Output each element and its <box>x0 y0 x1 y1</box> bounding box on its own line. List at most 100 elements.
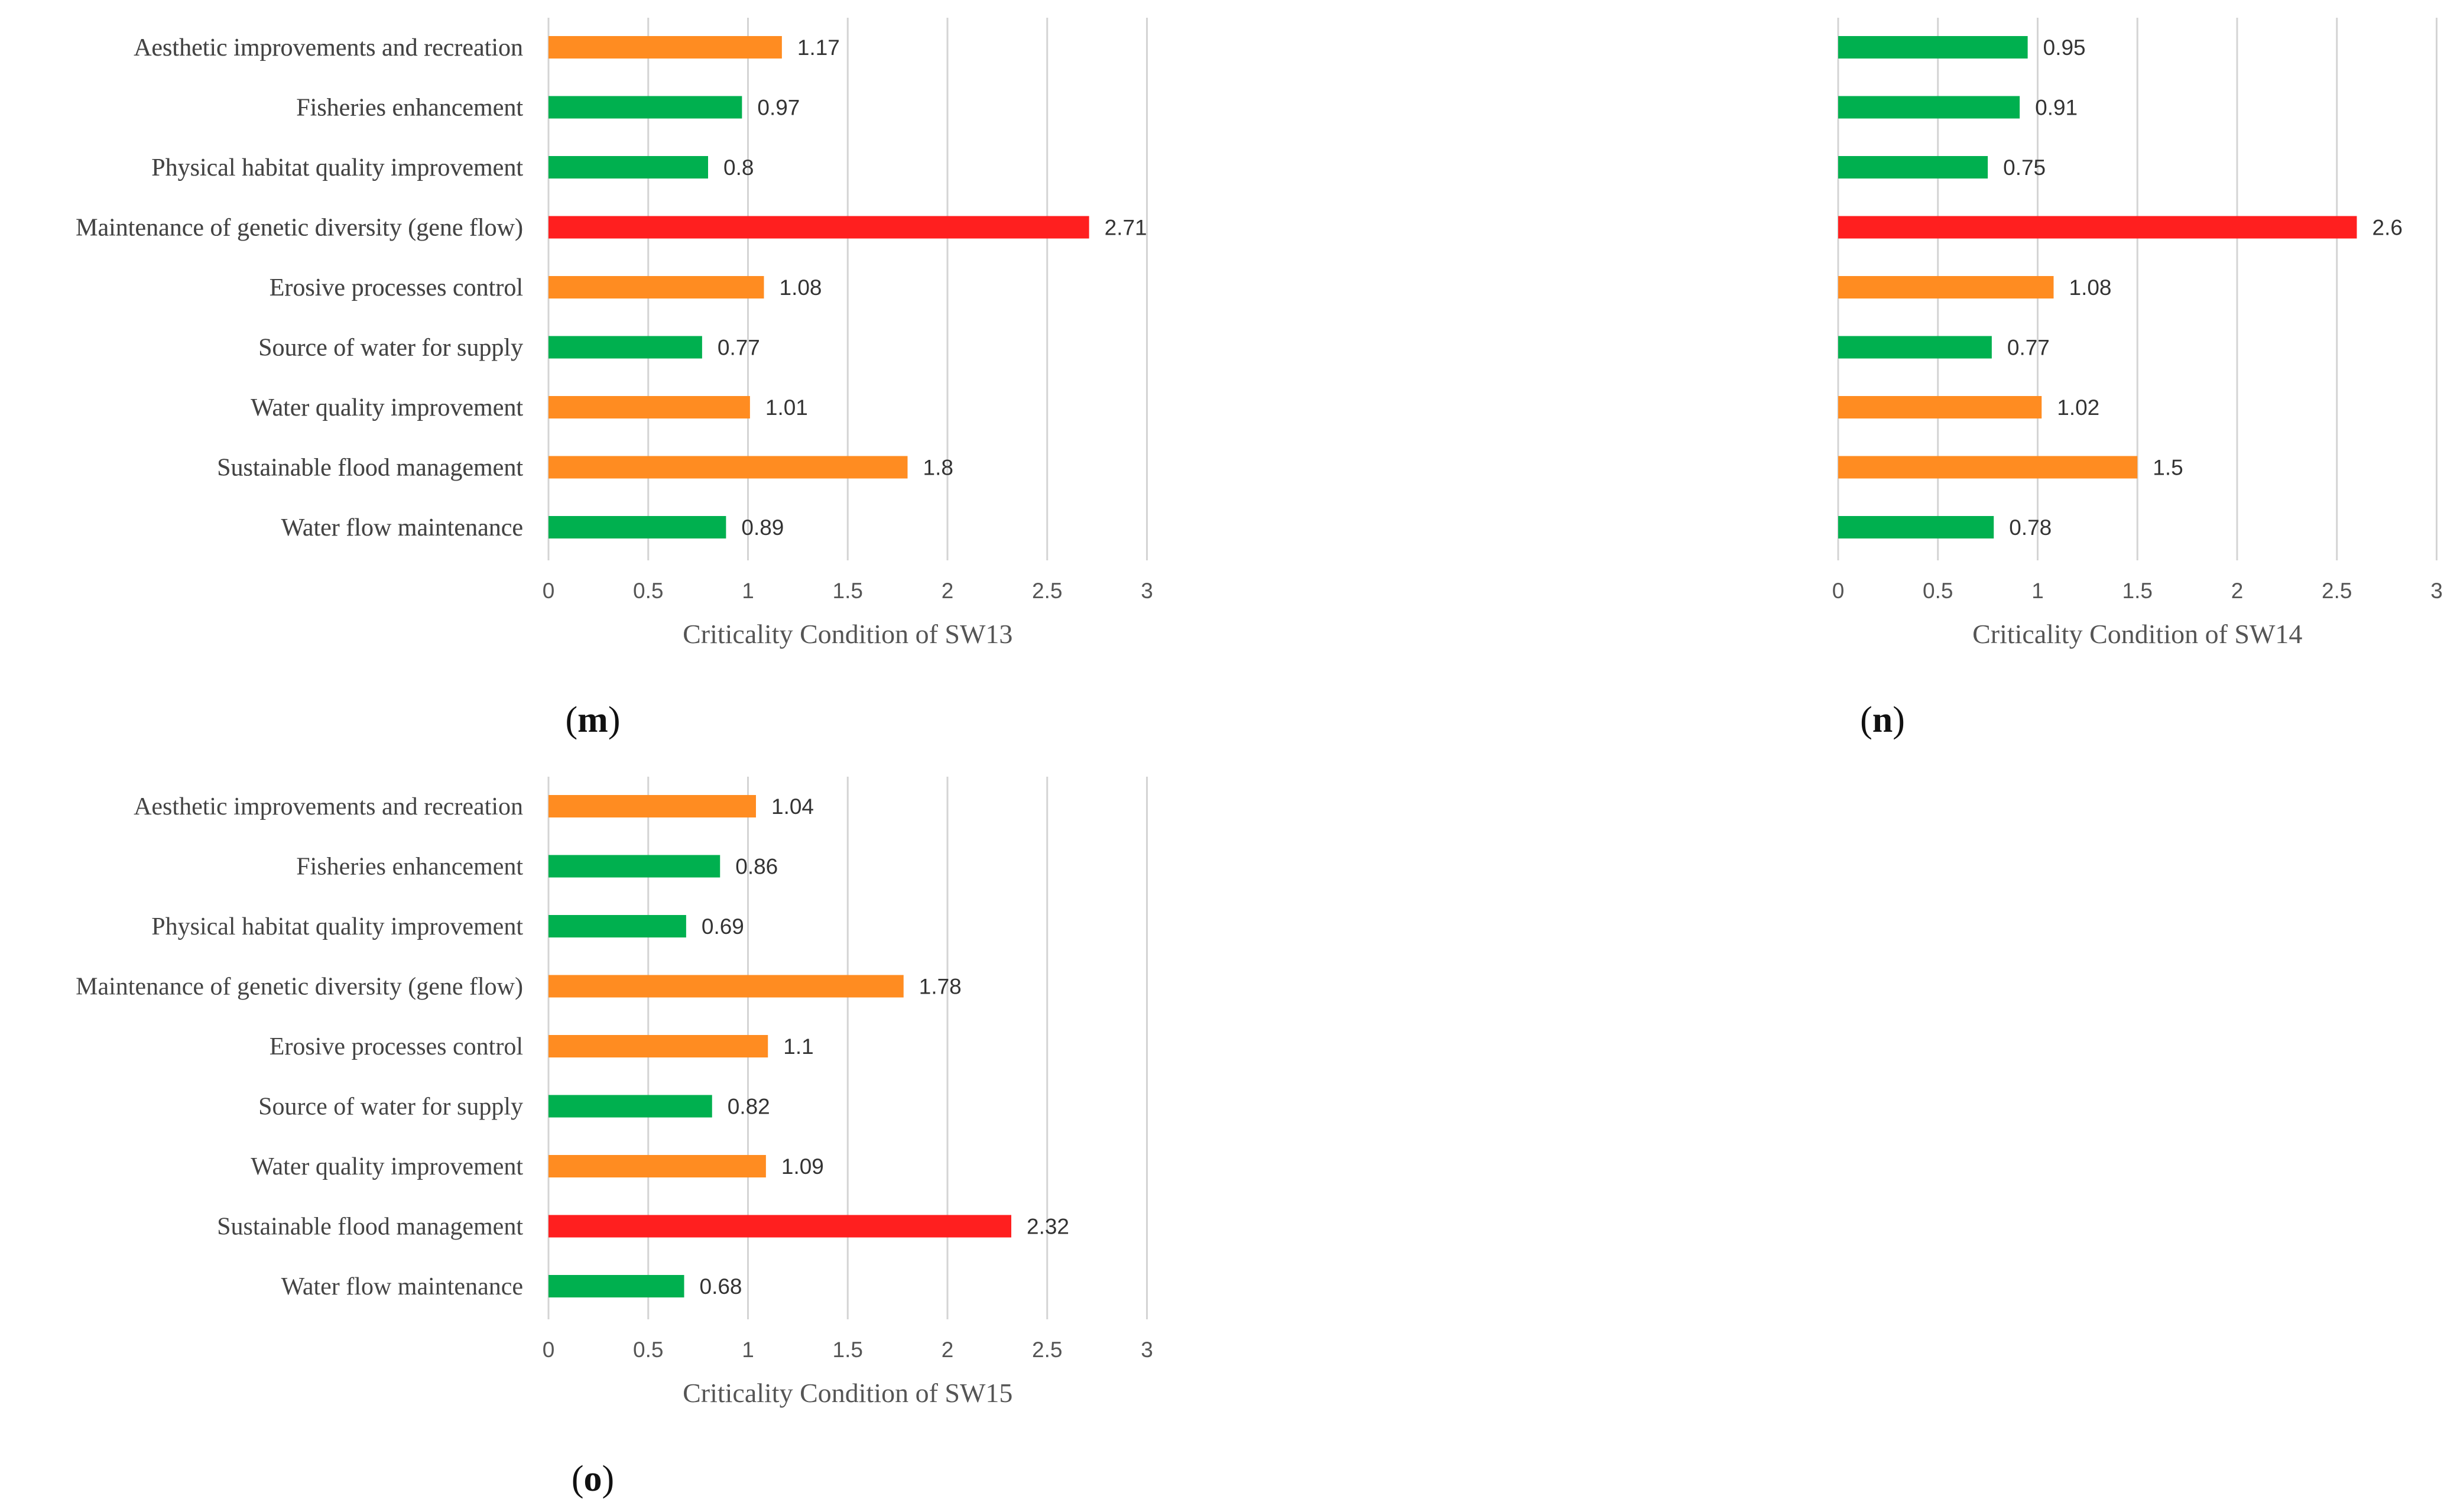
x-tick-label: 1 <box>2031 579 2044 603</box>
bar <box>1838 216 2357 239</box>
data-label: 0.69 <box>702 914 744 939</box>
bar <box>1838 456 2138 479</box>
category-label: Water flow maintenance <box>281 514 523 541</box>
panel-letter: m <box>577 700 608 740</box>
x-tick-label: 2 <box>2231 579 2244 603</box>
category-label: Fisheries enhancement <box>296 95 523 122</box>
bar <box>1838 96 2020 119</box>
bar <box>548 216 1089 239</box>
data-label: 1.09 <box>781 1154 824 1179</box>
category-label: Maintenance of genetic diversity (gene f… <box>76 215 523 242</box>
bar <box>548 975 904 998</box>
category-label: Sustainable flood management <box>217 455 523 482</box>
data-label: 1.78 <box>919 975 962 999</box>
bar <box>548 396 750 418</box>
x-tick-label: 2.5 <box>1032 1338 1062 1362</box>
x-tick-label: 0 <box>543 579 555 603</box>
data-label: 0.95 <box>2043 35 2086 60</box>
category-label: Aesthetic improvements and recreation <box>134 793 523 820</box>
bar <box>548 336 702 359</box>
x-tick-label: 2 <box>942 579 954 603</box>
data-label: 1.08 <box>2069 275 2112 300</box>
bar <box>548 1155 766 1177</box>
data-label: 0.8 <box>723 155 754 180</box>
data-label: 2.71 <box>1105 216 1147 240</box>
x-tick-label: 3 <box>1141 579 1153 603</box>
data-label: 0.91 <box>2035 96 2078 120</box>
data-label: 0.86 <box>735 855 778 879</box>
data-label: 1.1 <box>783 1034 813 1059</box>
data-label: 1.17 <box>797 35 840 60</box>
category-label: Source of water for supply <box>258 335 523 362</box>
bar <box>548 795 756 817</box>
bar <box>548 96 742 119</box>
category-label: Sustainable flood management <box>217 455 523 482</box>
x-tick-label: 1.5 <box>833 579 863 603</box>
category-label: Erosive processes control <box>270 274 523 301</box>
bar <box>548 276 764 298</box>
bar <box>1838 156 1988 179</box>
bar <box>548 1215 1011 1238</box>
category-label: Physical habitat quality improvement <box>151 154 523 181</box>
category-label: Water flow maintenance <box>281 514 523 541</box>
category-label: Source of water for supply <box>258 335 523 362</box>
category-label: Physical habitat quality improvement <box>151 154 523 181</box>
x-tick-label: 0.5 <box>1923 579 1953 603</box>
category-label: Erosive processes control <box>270 274 523 301</box>
x-tick-label: 1.5 <box>2122 579 2153 603</box>
x-tick-label: 2.5 <box>2322 579 2352 603</box>
category-label: Aesthetic improvements and recreation <box>134 34 523 61</box>
data-label: 1.04 <box>771 794 814 819</box>
x-tick-label: 1 <box>742 579 754 603</box>
data-label: 0.75 <box>2003 155 2046 180</box>
data-label: 0.89 <box>741 515 784 540</box>
x-tick-label: 3 <box>2430 579 2443 603</box>
data-label: 0.77 <box>2007 336 2050 360</box>
x-tick-label: 2.5 <box>1032 579 1062 603</box>
bar <box>548 456 908 479</box>
category-label: Water quality improvement <box>251 394 523 421</box>
x-tick-label: 1 <box>742 1338 754 1362</box>
data-label: 2.32 <box>1027 1215 1069 1239</box>
x-tick-label: 2 <box>942 1338 954 1362</box>
panel-letter: o <box>584 1459 602 1499</box>
data-label: 2.6 <box>2372 216 2403 240</box>
x-tick-label: 0 <box>1832 579 1845 603</box>
data-label: 1.5 <box>2153 456 2183 480</box>
x-tick-label: 0.5 <box>633 1338 663 1362</box>
bar <box>548 36 782 59</box>
data-label: 1.01 <box>765 395 808 420</box>
category-label: Maintenance of genetic diversity (gene f… <box>76 974 523 1001</box>
bar <box>1838 336 1992 359</box>
data-label: 0.97 <box>757 96 800 120</box>
bar <box>548 855 720 878</box>
bar <box>1838 396 2042 418</box>
bar <box>548 156 708 179</box>
data-label: 0.78 <box>2009 515 2052 540</box>
x-axis-title: Criticality Condition of SW14 <box>1972 619 2302 649</box>
bar <box>1838 276 2054 298</box>
bar <box>548 1035 768 1057</box>
data-label: 1.02 <box>2057 395 2099 420</box>
bar <box>548 915 686 937</box>
data-label: 0.82 <box>728 1095 770 1119</box>
panel-label: (o) <box>572 1459 614 1499</box>
category-label: Sustainable flood management <box>217 1214 523 1241</box>
bar <box>548 1275 684 1297</box>
category-label: Erosive processes control <box>270 1033 523 1060</box>
category-label: Aesthetic improvements and recreation <box>134 34 523 61</box>
bar <box>1838 36 2028 59</box>
panel-letter: n <box>1872 700 1893 740</box>
category-label: Maintenance of genetic diversity (gene f… <box>76 215 523 242</box>
bar <box>548 1095 712 1118</box>
x-tick-label: 0 <box>543 1338 555 1362</box>
x-tick-label: 0.5 <box>633 579 663 603</box>
data-label: 1.08 <box>780 275 822 300</box>
category-label: Water quality improvement <box>251 394 523 421</box>
category-label: Fisheries enhancement <box>296 854 523 881</box>
panel-label: (m) <box>566 700 621 740</box>
x-axis-title: Criticality Condition of SW13 <box>683 619 1012 649</box>
x-tick-label: 3 <box>1141 1338 1153 1362</box>
category-label: Physical habitat quality improvement <box>151 913 523 940</box>
